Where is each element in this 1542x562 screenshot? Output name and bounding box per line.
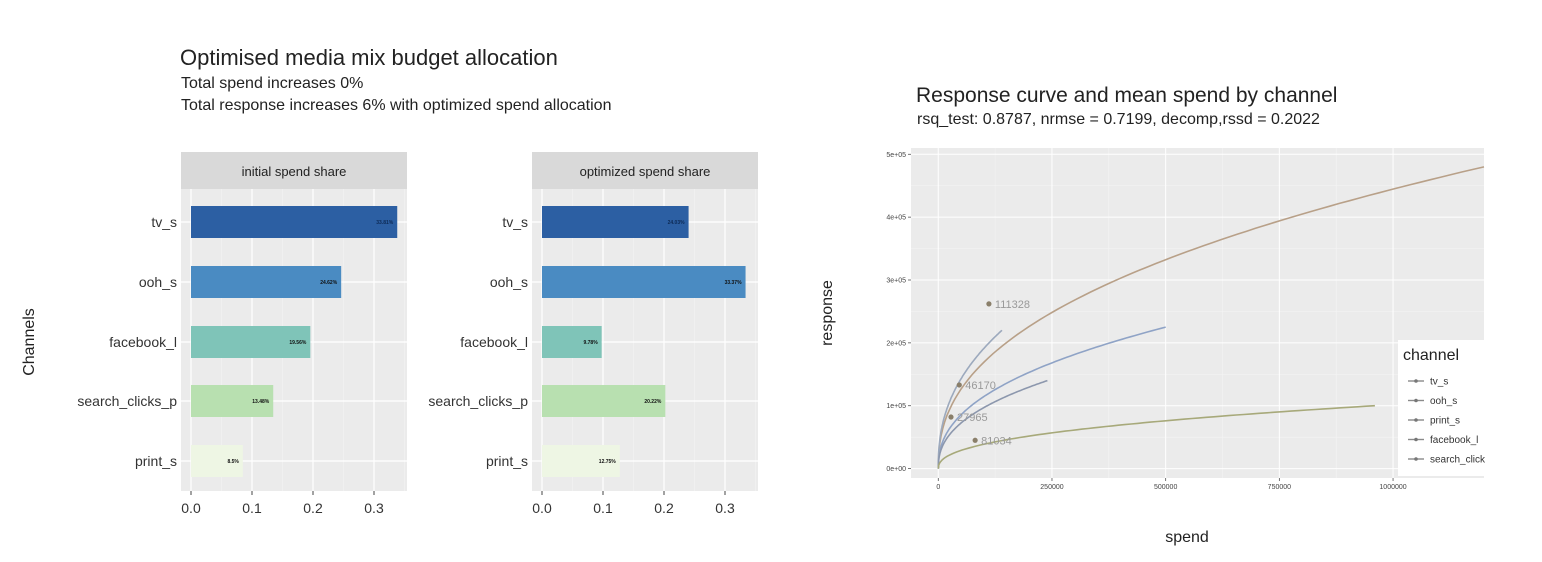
category-tick-label: print_s [135, 453, 177, 469]
bars-initial: 33.81% tv_s 24.62% ooh_s 19.56% facebook_l 13.… [77, 189, 407, 516]
spend-axis-label: spend [1165, 529, 1209, 546]
bar-print_s [191, 445, 243, 477]
legend-title: channel [1403, 347, 1459, 364]
facet-strip-initial [181, 152, 407, 189]
category-tick-label: ooh_s [139, 274, 177, 290]
x-tick-label: 500000 [1154, 484, 1177, 491]
legend-key-point [1414, 437, 1418, 442]
channel-legend: channel tv_s ooh_s print_s facebook_lsearch… [1398, 340, 1500, 476]
legend-key-point [1414, 398, 1418, 403]
legend-item-label: print_s [1430, 416, 1460, 427]
bar-data-label: 33.81% [376, 220, 394, 226]
mean-spend-label: 27965 [957, 412, 988, 424]
x-tick-label: 0.2 [303, 500, 323, 516]
bar-print_s [542, 445, 620, 477]
response-curve-tv_s [937, 166, 1485, 469]
category-tick-label: print_s [486, 453, 528, 469]
mean-spend-point [956, 382, 962, 388]
right-chart-subtitle: rsq_test: 0.8787, nrmse = 0.7199, decomp… [917, 111, 1320, 128]
x-tick-label: 0.3 [715, 500, 735, 516]
legend-item-label: facebook_l [1430, 435, 1478, 446]
y-tick-label: 4e+05 [886, 215, 906, 222]
x-tick-label: 250000 [1040, 484, 1063, 491]
bar-tv_s [542, 206, 689, 238]
category-tick-label: search_clicks_p [77, 393, 177, 409]
bar-data-label: 12.75% [599, 459, 617, 465]
facet-initial: initial spend share 33.81% tv_s 24.62% ooh_… [77, 152, 407, 516]
bar-data-label: 33.37% [725, 280, 743, 286]
facet-strip-label-initial: initial spend share [242, 164, 347, 179]
facet-strip-optimized [532, 152, 758, 189]
bar-data-label: 8.5% [227, 459, 239, 465]
response-curve-print_s [937, 329, 1003, 469]
x-tick-label: 0.0 [532, 500, 552, 516]
legend-item-label: search_click [1430, 455, 1486, 466]
legend-key-point [1414, 379, 1418, 383]
x-tick-label: 0.1 [242, 500, 262, 516]
mean-spend-point [972, 437, 978, 443]
bar-data-label: 19.56% [289, 340, 307, 346]
category-tick-label: facebook_l [460, 334, 528, 350]
response-curves: 0 250000 500000 750000 1000000 0e+00 1e+05 2e+0… [886, 148, 1485, 491]
legend-item-label: ooh_s [1430, 396, 1457, 407]
facet-strip-label-optimized: optimized spend share [580, 164, 711, 179]
mean-spend-point [986, 301, 992, 307]
y-tick-label: 0e+00 [886, 466, 906, 473]
bar-data-label: 24.62% [320, 280, 338, 286]
bar-ooh_s [191, 266, 342, 298]
legend-box [1398, 340, 1500, 476]
response-curve-facebook_l [937, 379, 1048, 469]
right-chart-title: Response curve and mean spend by channel [916, 84, 1337, 107]
bar-search_clicks_p [542, 385, 666, 417]
y-tick-label: 2e+05 [886, 340, 906, 347]
x-tick-label: 0.1 [593, 500, 613, 516]
category-tick-label: ooh_s [490, 274, 528, 290]
bar-data-label: 13.48% [252, 399, 270, 405]
bar-tv_s [191, 206, 398, 238]
legend-key-point [1414, 418, 1418, 422]
left-chart-subtitle-response: Total response increases 6% with optimiz… [181, 97, 611, 114]
mean-spend-label: 81034 [981, 435, 1012, 447]
x-tick-label: 0.3 [364, 500, 384, 516]
response-curve-search_clicks_p [937, 404, 1375, 469]
category-tick-label: tv_s [151, 214, 177, 230]
response-plot-panel [911, 148, 1484, 478]
response-axis-label: response [819, 280, 836, 346]
bar-data-label: 9.78% [583, 340, 598, 346]
bar-search_clicks_p [191, 385, 274, 417]
category-tick-label: tv_s [502, 214, 528, 230]
y-tick-label: 5e+05 [886, 152, 906, 159]
mean-spend-label: 111328 [995, 299, 1030, 311]
legend-item-label: tv_s [1430, 377, 1448, 388]
channels-axis-label: Channels [21, 308, 38, 376]
x-tick-label: 750000 [1268, 484, 1291, 491]
left-chart-subtitle-spend: Total spend increases 0% [181, 75, 363, 92]
x-tick-label: 0.0 [181, 500, 201, 516]
bar-facebook_l [542, 326, 602, 358]
x-tick-label: 0 [936, 484, 940, 491]
legend-key-point [1414, 457, 1418, 461]
y-tick-label: 1e+05 [886, 403, 906, 410]
bar-data-label: 20.22% [644, 399, 662, 405]
left-chart-title: Optimised media mix budget allocation [180, 45, 558, 70]
bar-ooh_s [542, 266, 746, 298]
mean-spend-point [948, 414, 954, 420]
x-tick-label: 1000000 [1379, 484, 1406, 491]
bars-optimized: 24.03% tv_s 33.37% ooh_s 9.78% facebook_l 20.2… [428, 189, 758, 516]
category-tick-label: search_clicks_p [428, 393, 528, 409]
y-tick-label: 3e+05 [886, 278, 906, 285]
response-curve-ooh_s [937, 326, 1166, 469]
facet-optimized: optimized spend share 24.03% tv_s 33.37% oo… [428, 152, 758, 516]
legend-entries: tv_s ooh_s print_s facebook_l search_click [1408, 377, 1486, 466]
bar-facebook_l [191, 326, 311, 358]
mean-spend-label: 46170 [965, 380, 996, 392]
category-tick-label: facebook_l [109, 334, 177, 350]
x-tick-label: 0.2 [654, 500, 674, 516]
bar-data-label: 24.03% [668, 220, 686, 226]
